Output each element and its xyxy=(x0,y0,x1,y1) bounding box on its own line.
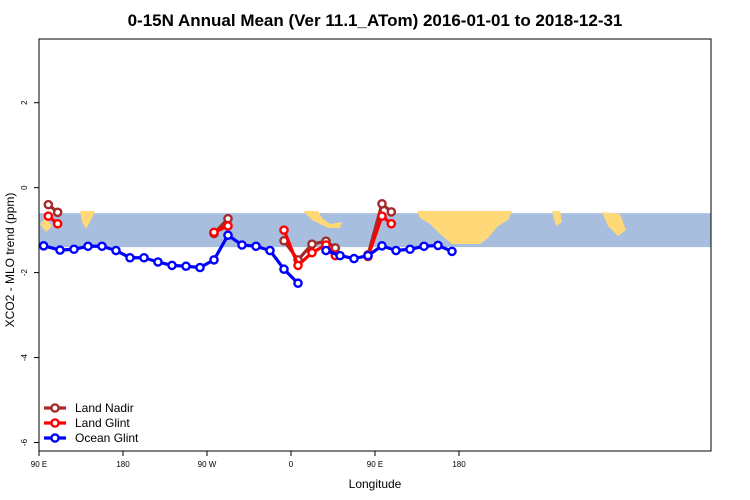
land-asia-islands xyxy=(552,211,626,236)
data-point-ocean-glint xyxy=(55,245,65,255)
y-tick-label: -4 xyxy=(20,353,29,361)
series-land-glint xyxy=(43,211,397,271)
data-point-land-glint xyxy=(293,260,303,271)
data-point-ocean-glint xyxy=(363,250,373,261)
x-tick-label: 0 xyxy=(289,460,294,469)
data-point-ocean-glint xyxy=(69,244,79,255)
data-point-land-glint xyxy=(386,218,397,229)
data-point-ocean-glint xyxy=(335,250,345,261)
series-ocean-glint xyxy=(38,230,457,289)
legend-label-land-nadir: Land Nadir xyxy=(75,401,134,415)
legend-marker-land-nadir xyxy=(50,403,60,413)
data-point-land-glint xyxy=(279,225,289,235)
y-axis-label: XCO2 - MLO trend (ppm) xyxy=(3,193,17,328)
data-point-ocean-glint xyxy=(279,264,289,275)
data-point-ocean-glint xyxy=(293,278,303,289)
land-india-peninsula xyxy=(80,211,95,229)
legend-marker-ocean-glint xyxy=(50,433,60,443)
data-point-land-nadir xyxy=(377,198,387,209)
series-layer xyxy=(38,198,457,289)
data-point-ocean-glint xyxy=(419,241,429,252)
data-point-ocean-glint xyxy=(391,245,401,256)
data-point-land-nadir xyxy=(43,199,54,210)
data-point-ocean-glint xyxy=(265,245,275,256)
chart-title: 0-15N Annual Mean (Ver 11.1_ATom) 2016-0… xyxy=(128,11,623,30)
land-africa xyxy=(417,211,512,244)
data-point-land-nadir xyxy=(307,239,317,249)
x-tick-label: 90 W xyxy=(198,460,217,469)
x-tick-label: 90 E xyxy=(367,460,383,469)
legend-label-ocean-glint: Ocean Glint xyxy=(75,431,139,445)
data-point-land-nadir xyxy=(386,207,397,217)
data-point-ocean-glint xyxy=(167,260,177,271)
legend-marker-land-glint xyxy=(50,418,60,428)
land-southeast-asia xyxy=(40,218,52,232)
data-point-ocean-glint xyxy=(209,255,219,265)
data-point-land-glint xyxy=(223,221,233,231)
legend-label-land-glint: Land Glint xyxy=(75,416,130,430)
data-point-ocean-glint xyxy=(97,241,107,252)
data-point-ocean-glint xyxy=(349,253,359,264)
data-point-land-nadir xyxy=(52,207,63,218)
x-tick-label: 180 xyxy=(116,460,130,469)
series-line-ocean-glint xyxy=(325,243,453,261)
y-tick-label: 2 xyxy=(20,100,29,105)
data-point-land-glint xyxy=(377,211,387,221)
data-point-ocean-glint xyxy=(433,240,443,251)
data-point-ocean-glint xyxy=(251,241,261,252)
data-point-ocean-glint xyxy=(181,261,191,272)
data-point-ocean-glint xyxy=(153,257,163,267)
data-point-ocean-glint xyxy=(377,241,387,251)
data-point-ocean-glint xyxy=(111,245,121,256)
data-point-ocean-glint xyxy=(405,244,415,255)
plot-frame xyxy=(38,38,712,452)
land-masses xyxy=(40,211,626,244)
data-point-ocean-glint xyxy=(38,241,49,251)
x-tick-label: 90 E xyxy=(31,460,47,469)
data-point-land-glint xyxy=(307,247,317,258)
data-point-ocean-glint xyxy=(83,241,93,252)
data-point-ocean-glint xyxy=(447,246,457,257)
y-tick-label: -6 xyxy=(20,438,29,446)
x-axis: 90 E 180 90 W 0 90 E 180 xyxy=(31,451,466,469)
land-central-america xyxy=(303,211,342,228)
x-tick-label: 180 xyxy=(452,460,466,469)
data-point-ocean-glint xyxy=(237,240,247,250)
data-point-ocean-glint xyxy=(321,245,331,256)
data-point-land-glint xyxy=(209,227,219,238)
y-axis: -6 -4 -2 0 2 xyxy=(20,100,39,446)
y-tick-label: 0 xyxy=(20,185,29,190)
y-tick-label: -2 xyxy=(20,269,29,277)
data-point-ocean-glint xyxy=(195,262,205,273)
data-point-ocean-glint xyxy=(223,230,233,241)
data-point-ocean-glint xyxy=(125,252,135,263)
plot-area xyxy=(38,198,711,289)
data-point-land-glint xyxy=(43,211,54,221)
data-point-land-glint xyxy=(52,218,63,229)
data-point-ocean-glint xyxy=(139,252,149,263)
x-axis-label: Longitude xyxy=(349,477,402,491)
